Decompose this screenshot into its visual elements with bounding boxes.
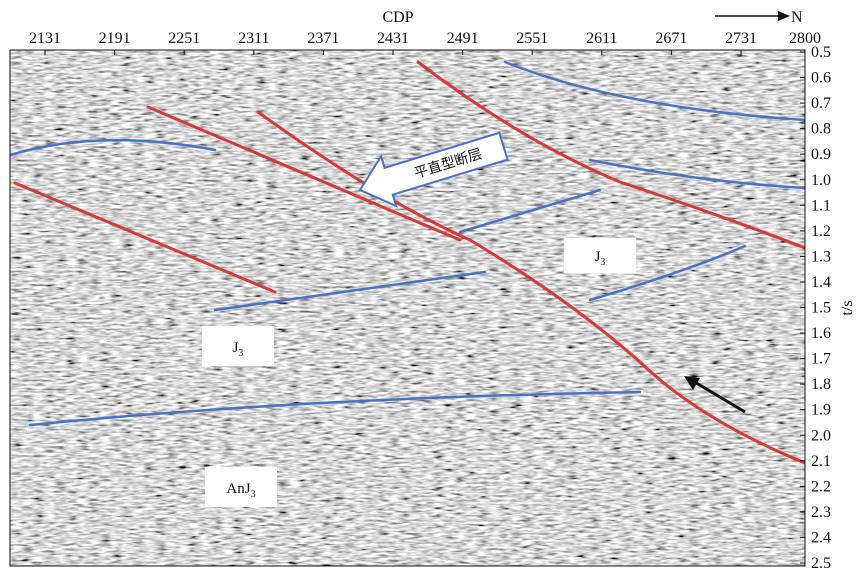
top-tick-label: 2431 <box>377 30 409 47</box>
right-tick-label: 0.6 <box>811 70 831 87</box>
right-tick-label: 1.8 <box>811 376 831 393</box>
right-tick-label: 0.5 <box>811 44 831 61</box>
right-tick-label: 2.2 <box>811 478 831 495</box>
north-arrow-head <box>778 11 790 21</box>
top-tick-label: 2371 <box>307 30 339 47</box>
right-tick-label: 1.2 <box>811 223 831 240</box>
unit-subscript: 3 <box>238 348 243 359</box>
top-tick-label: 2191 <box>99 30 131 47</box>
unit-text: AnJ <box>226 481 250 497</box>
seismic-texture <box>10 50 805 566</box>
top-tick-label: 2311 <box>238 30 269 47</box>
top-tick-label: 2131 <box>29 30 61 47</box>
figure: 平直型断层 J3 J3 AnJ3 CDP N t/s 2131219122512… <box>0 0 861 576</box>
right-tick-label: 1.4 <box>811 274 831 291</box>
right-tick-label: 1.6 <box>811 325 831 342</box>
top-tick-label: 2731 <box>725 30 757 47</box>
top-tick-label: 2611 <box>586 30 617 47</box>
top-tick-label: 2491 <box>447 30 479 47</box>
right-tick-label: 1.3 <box>811 248 831 265</box>
unit-subscript: 3 <box>600 257 605 268</box>
right-tick-label: 0.8 <box>811 121 831 138</box>
right-tick-label: 1.9 <box>811 402 831 419</box>
right-tick-label: 0.9 <box>811 146 831 163</box>
right-axis-title: t/s <box>839 300 856 315</box>
right-tick-label: 1.1 <box>811 197 831 214</box>
right-tick-label: 1.0 <box>811 172 831 189</box>
top-tick-label: 2251 <box>168 30 200 47</box>
right-tick-label: 1.5 <box>811 300 831 317</box>
right-tick-label: 0.7 <box>811 95 831 112</box>
right-tick-label: 2.0 <box>811 427 831 444</box>
right-tick-label: 2.4 <box>811 529 831 546</box>
north-label: N <box>791 9 803 26</box>
top-tick-label: 2551 <box>516 30 548 47</box>
right-tick-label: 2.5 <box>811 555 831 572</box>
top-tick-label: 2671 <box>655 30 687 47</box>
right-tick-label: 1.7 <box>811 351 831 368</box>
top-axis-title: CDP <box>382 9 413 26</box>
unit-subscript: 3 <box>251 489 256 500</box>
seismic-section <box>10 50 805 566</box>
right-tick-label: 2.1 <box>811 453 831 470</box>
right-tick-label: 2.3 <box>811 504 831 521</box>
